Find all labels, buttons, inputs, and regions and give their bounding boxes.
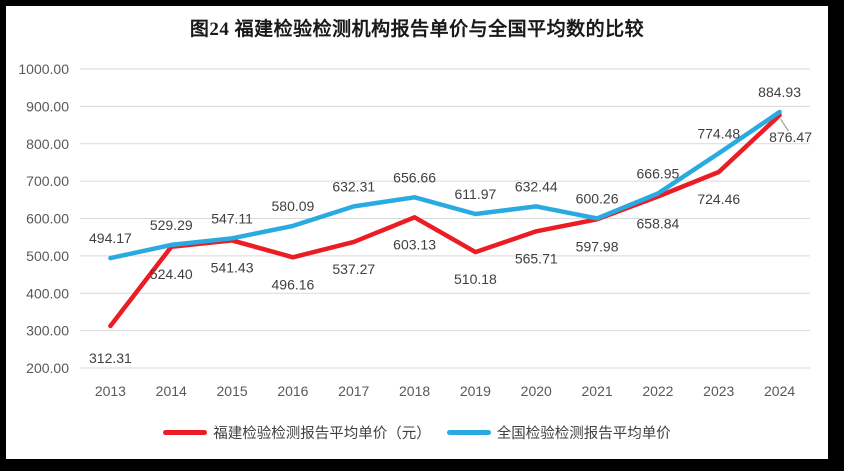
data-label-national-2023: 774.48 (697, 125, 740, 141)
data-label-fujian-2020: 565.71 (515, 250, 558, 266)
y-axis-tick-label: 200.00 (26, 360, 69, 376)
chart-legend: 福建检验检测报告平均单价（元） 全国检验检测报告平均单价 (6, 422, 828, 443)
data-label-national-2021: 600.26 (576, 190, 619, 206)
data-label-fujian-2022: 658.84 (637, 216, 680, 232)
legend-label-national: 全国检验检测报告平均单价 (496, 426, 671, 442)
data-label-fujian-2015: 541.43 (211, 259, 254, 275)
data-label-fujian-2019: 510.18 (454, 271, 497, 287)
x-axis-tick-label: 2024 (764, 383, 795, 399)
fujian-line-swatch-icon (163, 430, 208, 435)
x-axis-tick-label: 2019 (460, 383, 491, 399)
national-line-swatch-icon (446, 430, 491, 435)
y-axis-tick-label: 400.00 (26, 285, 69, 301)
y-axis-tick-label: 600.00 (26, 211, 69, 227)
x-axis-tick-label: 2015 (217, 383, 248, 399)
data-label-fujian-2017: 537.27 (332, 261, 375, 277)
data-label-national-2016: 580.09 (272, 198, 315, 214)
y-axis-tick-label: 300.00 (26, 323, 69, 339)
legend-label-fujian: 福建检验检测报告平均单价（元） (213, 426, 431, 442)
x-axis-tick-label: 2017 (338, 383, 369, 399)
x-axis-tick-label: 2014 (156, 383, 187, 399)
data-label-fujian-2021: 597.98 (576, 238, 619, 254)
label-leader-line (780, 118, 790, 132)
chart-area: 图24 福建检验检测机构报告单价与全国平均数的比较 200.00 300.00 40… (6, 6, 828, 459)
data-label-national-2015: 547.11 (211, 210, 253, 226)
data-label-national-2019: 611.97 (455, 186, 497, 202)
x-axis-tick-label: 2020 (521, 383, 552, 399)
data-label-fujian-2013: 312.31 (89, 350, 132, 366)
y-axis-tick-label: 900.00 (26, 98, 69, 114)
line-chart: 200.00 300.00 400.00 500.00 600.00 700.00 800.… (18, 61, 812, 399)
data-label-national-2018: 656.66 (393, 169, 436, 185)
x-axis-tick-label: 2021 (582, 383, 613, 399)
data-label-national-2017: 632.31 (332, 178, 375, 194)
legend-item-fujian: 福建检验检测报告平均单价（元） (163, 422, 431, 443)
x-axis-tick-label: 2023 (703, 383, 734, 399)
x-axis-tick-label: 2016 (277, 383, 308, 399)
series-line-national (108, 109, 782, 261)
y-axis-tick-label: 1000.00 (18, 61, 69, 77)
data-label-fujian-2014: 524.40 (150, 266, 193, 282)
x-axis-tick-label: 2013 (95, 383, 126, 399)
data-label-fujian-2023: 724.46 (697, 191, 740, 207)
data-label-fujian-2016: 496.16 (272, 276, 315, 292)
data-label-fujian-2024: 876.47 (769, 129, 812, 145)
chart-title: 图24 福建检验检测机构报告单价与全国平均数的比较 (189, 19, 645, 40)
y-axis-tick-label: 500.00 (26, 248, 69, 264)
data-label-national-2020: 632.44 (515, 178, 558, 194)
data-label-national-2024: 884.93 (758, 84, 801, 100)
x-axis-tick-label: 2022 (642, 383, 673, 399)
data-label-national-2014: 529.29 (150, 217, 193, 233)
y-axis-tick-label: 700.00 (26, 173, 69, 189)
x-axis-tick-label: 2018 (399, 383, 430, 399)
data-label-fujian-2018: 603.13 (393, 236, 436, 252)
y-axis-tick-label: 800.00 (26, 136, 69, 152)
data-label-national-2013: 494.17 (89, 230, 132, 246)
data-label-national-2022: 666.95 (637, 165, 680, 181)
legend-item-national: 全国检验检测报告平均单价 (446, 422, 671, 443)
